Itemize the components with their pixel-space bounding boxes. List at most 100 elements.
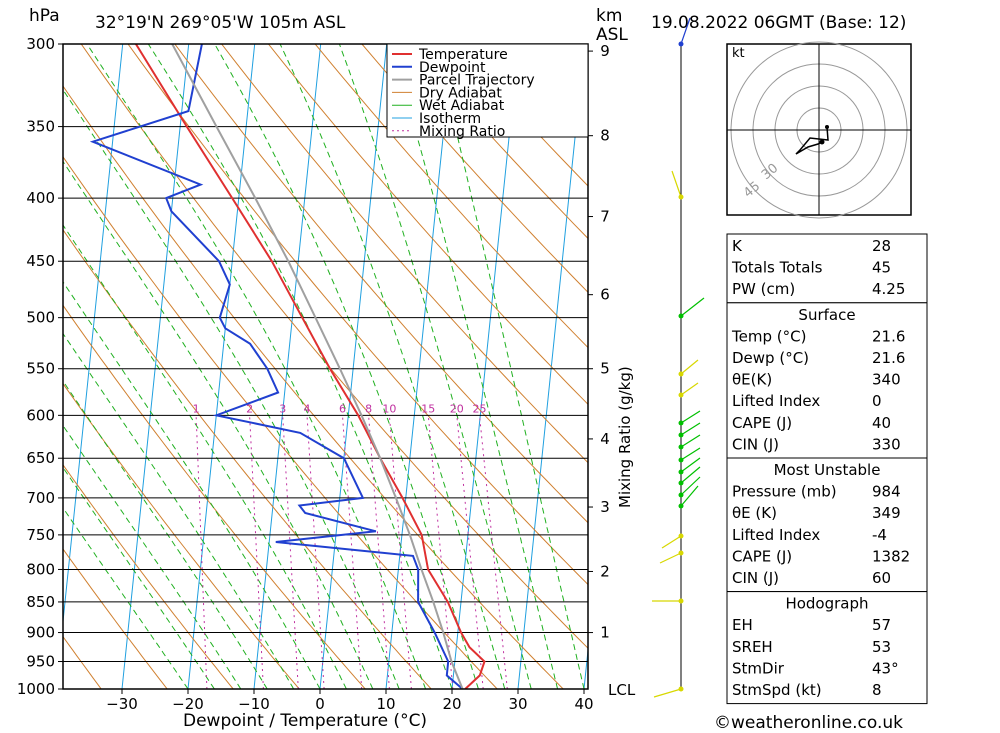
indices-label: Temp (°C) (731, 327, 806, 345)
mixing-ratio-label: 20 (450, 402, 464, 415)
isotherm-line (63, 44, 124, 627)
mixing-ratio-axis-title: Mixing Ratio (g/kg) (616, 366, 634, 508)
wind-barb-dot (678, 503, 684, 509)
legend-label: Isotherm (419, 111, 481, 127)
indices-label: PW (cm) (732, 280, 795, 298)
wind-barb-dot (678, 313, 684, 319)
isotherm-line (121, 44, 190, 689)
mixing-ratio-line (249, 415, 264, 689)
dry-adiabat-line (408, 44, 588, 240)
indices-value: 330 (872, 435, 901, 453)
hodograph: kt 30 45 (726, 41, 912, 219)
temperature-line (135, 44, 486, 689)
indices-value: 21.6 (872, 327, 905, 345)
pressure-tick-label: 300 (26, 35, 55, 53)
dry-adiabat-line (63, 463, 234, 689)
wind-profile (652, 17, 705, 698)
hodograph-unit-label: kt (732, 46, 745, 61)
mixing-ratio-lines (195, 415, 508, 689)
pressure-unit-label: hPa (29, 6, 60, 26)
dry-adiabat-line (268, 44, 588, 405)
indices-value: 0 (872, 392, 882, 410)
wind-barb-dot (678, 492, 684, 498)
wind-barb-dot (678, 420, 684, 426)
indices-section-title: Most Unstable (774, 461, 881, 479)
indices-label: Pressure (mb) (732, 483, 837, 501)
temperature-tick-label: 0 (315, 695, 325, 713)
indices-value: 984 (872, 483, 901, 501)
wind-barb (680, 410, 701, 424)
isobar-lines (63, 44, 588, 689)
km-tick-label: 6 (600, 286, 610, 304)
hodograph-start-point (825, 125, 829, 129)
wet-adiabat-line (338, 44, 532, 689)
indices-value: 349 (872, 504, 901, 522)
temperature-tick-label: 30 (508, 695, 527, 713)
wind-barb-dot (678, 598, 684, 604)
mixing-ratio-label: 1 (193, 402, 200, 415)
isotherm-line (385, 44, 454, 689)
indices-label: Lifted Index (732, 526, 820, 544)
wind-barb-dot (678, 444, 684, 450)
mixing-ratio-label: 6 (339, 402, 346, 415)
wind-barb (680, 466, 701, 484)
mixing-ratio-line (282, 415, 299, 689)
wet-adiabat-line (63, 88, 400, 689)
legend-label: Dewpoint (419, 60, 486, 76)
indices-value: 28 (872, 237, 891, 255)
pressure-tick-label: 550 (26, 360, 55, 378)
indices-section-title: Surface (798, 306, 855, 324)
legend-label: Temperature (418, 47, 508, 63)
hodograph-trace (795, 126, 829, 155)
isotherm-lines (63, 44, 588, 689)
indices-value: 4.25 (872, 280, 905, 298)
indices-section (726, 302, 928, 459)
datetime-title: 19.08.2022 06GMT (Base: 12) (651, 13, 906, 33)
wind-barb-dot (678, 469, 684, 475)
km-tick-label: 4 (600, 430, 610, 448)
km-tick-label: 7 (600, 208, 610, 226)
pressure-tick-label: 1000 (17, 680, 55, 698)
pressure-tick-label: 400 (26, 189, 55, 207)
mixing-ratio-line (456, 415, 484, 689)
wet-adiabat-line (63, 507, 189, 689)
temperature-tick-label: 40 (574, 695, 593, 713)
indices-label: Totals Totals (731, 259, 823, 277)
parcel-trajectory-line (171, 44, 464, 689)
dry-adiabat-line (314, 44, 588, 349)
km-tick-label: 3 (600, 498, 610, 516)
pressure-tick-label: 650 (26, 449, 55, 467)
mixing-ratio-label: 4 (304, 402, 311, 415)
wet-adiabat-line (63, 332, 295, 689)
legend-label: Mixing Ratio (419, 124, 505, 140)
mixing-ratio-label: 8 (365, 402, 372, 415)
wind-barb (680, 359, 699, 375)
km-tick-label: 8 (600, 127, 610, 145)
isotherm-line (253, 44, 322, 689)
indices-label: CAPE (J) (732, 547, 792, 565)
wind-barb-dot (678, 457, 684, 463)
mixing-ratio-label: 25 (473, 402, 487, 415)
wet-adiabat-line (279, 44, 506, 689)
dry-adiabat-line (63, 548, 168, 689)
mixing-ratio-line (342, 415, 363, 689)
location-title: 32°19'N 269°05'W 105m ASL (95, 13, 346, 33)
km-tick-label: 9 (600, 42, 610, 60)
pressure-tick-label: 700 (26, 489, 55, 507)
isotherm-line (451, 44, 520, 689)
legend-label: Wet Adiabat (419, 98, 505, 114)
pressure-tick-label: 950 (26, 653, 55, 671)
mixing-ratio-label: 15 (421, 402, 435, 415)
wind-barb (680, 297, 705, 317)
indices-label: CIN (J) (732, 569, 779, 587)
wind-barb-dot (678, 432, 684, 438)
temperature-tick-label: −10 (238, 695, 270, 713)
wind-barb-dot (678, 686, 684, 692)
wind-barb (680, 485, 699, 507)
pressure-tick-label: 450 (26, 252, 55, 270)
mixing-ratio-label: 3 (279, 402, 286, 415)
pressure-tick-label: 900 (26, 624, 55, 642)
pressure-tick-label: 800 (26, 560, 55, 578)
pressure-tick-label: 750 (26, 526, 55, 544)
